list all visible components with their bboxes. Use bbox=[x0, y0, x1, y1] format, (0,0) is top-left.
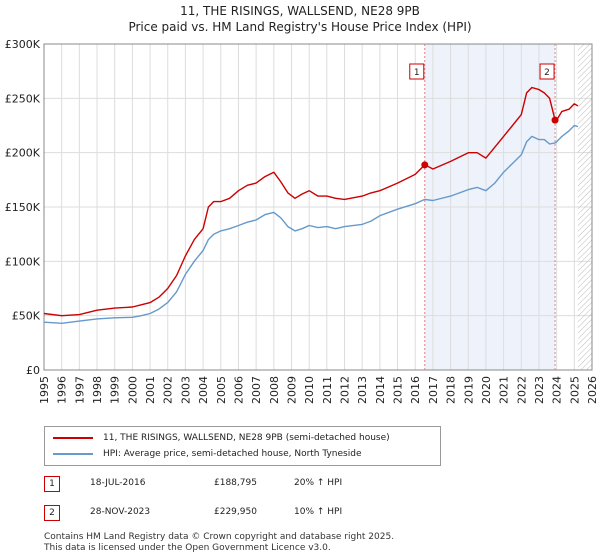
sale-point bbox=[421, 161, 429, 169]
x-tick-label: 2014 bbox=[374, 376, 387, 404]
x-tick-label: 2010 bbox=[303, 376, 316, 404]
sale-date: 18-JUL-2016 bbox=[90, 478, 146, 488]
x-tick-label: 2009 bbox=[285, 376, 298, 404]
x-tick-label: 2011 bbox=[321, 376, 334, 404]
sale-price: £229,950 bbox=[214, 507, 257, 517]
sale-date: 28-NOV-2023 bbox=[90, 507, 151, 517]
x-tick-label: 1997 bbox=[73, 376, 86, 404]
y-tick-label: £100K bbox=[5, 255, 41, 268]
y-tick-label: £150K bbox=[5, 201, 41, 214]
sale-number-box bbox=[539, 63, 555, 80]
x-tick-label: 2019 bbox=[462, 376, 475, 404]
y-tick-label: £0 bbox=[26, 364, 40, 377]
x-tick-label: 2002 bbox=[162, 376, 175, 404]
x-tick-label: 2023 bbox=[533, 376, 546, 404]
x-tick-label: 2007 bbox=[250, 376, 263, 404]
x-tick-label: 2012 bbox=[339, 376, 352, 404]
legend-label-property: 11, THE RISINGS, WALLSEND, NE28 9PB (sem… bbox=[103, 433, 390, 443]
legend-item-hpi: HPI: Average price, semi-detached house,… bbox=[53, 447, 361, 461]
x-tick-label: 1998 bbox=[91, 376, 104, 404]
sale-row-2: 2 28-NOV-2023 £229,950 10% ↑ HPI bbox=[44, 505, 600, 521]
forecast-hatch bbox=[577, 44, 592, 370]
footer-licence: This data is licensed under the Open Gov… bbox=[44, 543, 331, 553]
x-tick-label: 1996 bbox=[56, 376, 69, 404]
x-tick-label: 2016 bbox=[409, 376, 422, 404]
chart-title-address: 11, THE RISINGS, WALLSEND, NE28 9PB bbox=[180, 4, 420, 18]
sale-badge: 2 bbox=[44, 505, 60, 521]
x-tick-label: 1999 bbox=[109, 376, 122, 404]
property-price-line bbox=[43, 86, 579, 317]
sale-number-label: 1 bbox=[414, 68, 420, 78]
x-tick-label: 2024 bbox=[551, 376, 564, 404]
y-tick-label: £300K bbox=[5, 38, 41, 51]
chart-subtitle: Price paid vs. HM Land Registry's House … bbox=[128, 20, 472, 34]
legend-label-hpi: HPI: Average price, semi-detached house,… bbox=[103, 449, 362, 459]
x-tick-label: 2022 bbox=[515, 376, 528, 404]
legend-item-property: 11, THE RISINGS, WALLSEND, NE28 9PB (sem… bbox=[53, 431, 390, 445]
x-tick-label: 2020 bbox=[480, 376, 493, 404]
sale-badge: 1 bbox=[44, 476, 60, 492]
x-tick-label: 2008 bbox=[268, 376, 281, 404]
footer-copyright: Contains HM Land Registry data © Crown c… bbox=[44, 532, 395, 542]
x-tick-label: 2025 bbox=[568, 376, 581, 404]
sale-row-1: 1 18-JUL-2016 £188,795 20% ↑ HPI bbox=[44, 476, 600, 492]
x-tick-label: 2001 bbox=[144, 376, 157, 404]
sale-point bbox=[551, 116, 559, 124]
x-tick-label: 2000 bbox=[126, 376, 139, 404]
x-tick-label: 2026 bbox=[586, 376, 599, 404]
legend-swatch-property bbox=[53, 437, 93, 439]
x-tick-label: 2017 bbox=[427, 376, 440, 404]
x-tick-label: 1995 bbox=[38, 376, 51, 404]
chart-legend: 11, THE RISINGS, WALLSEND, NE28 9PB (sem… bbox=[44, 426, 441, 466]
sale-hpi-change: 10% ↑ HPI bbox=[294, 507, 343, 517]
x-tick-label: 2013 bbox=[356, 376, 369, 404]
x-tick-label: 2021 bbox=[498, 376, 511, 404]
y-tick-label: £250K bbox=[5, 92, 41, 105]
x-tick-label: 2003 bbox=[179, 376, 192, 404]
price-chart: £0 £50K £100K £150K £200K £250K £300K 1995 1996 1… bbox=[5, 38, 599, 404]
sale-hpi-change: 20% ↑ HPI bbox=[294, 478, 343, 488]
x-tick-label: 2006 bbox=[232, 376, 245, 404]
y-tick-label: £200K bbox=[5, 147, 41, 160]
plot-frame bbox=[43, 43, 593, 371]
y-tick-label: £50K bbox=[12, 310, 41, 323]
x-tick-label: 2018 bbox=[445, 376, 458, 404]
sale-number-label: 2 bbox=[544, 68, 550, 78]
hpi-line bbox=[43, 124, 579, 324]
sale-price: £188,795 bbox=[214, 478, 257, 488]
x-tick-label: 2015 bbox=[392, 376, 405, 404]
sale-number-box bbox=[409, 63, 425, 80]
legend-swatch-hpi bbox=[53, 453, 93, 455]
x-tick-label: 2004 bbox=[197, 376, 210, 404]
x-tick-label: 2005 bbox=[215, 376, 228, 404]
